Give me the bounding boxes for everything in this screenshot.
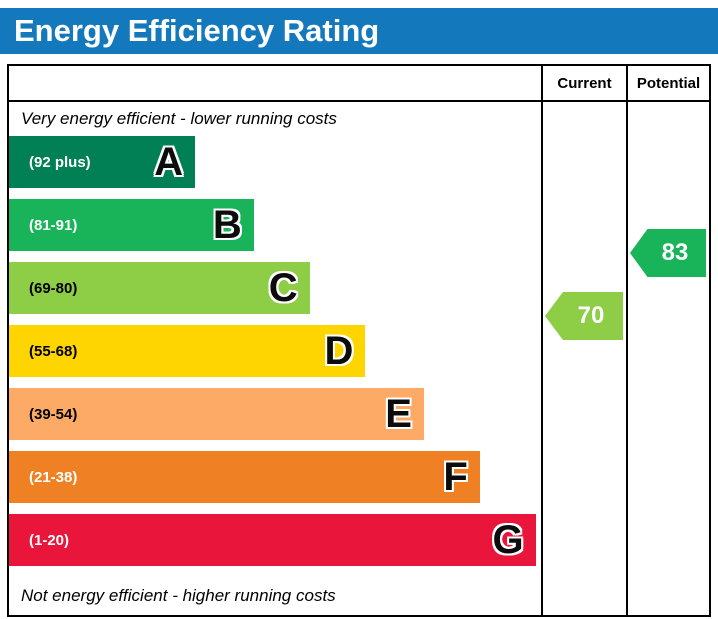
- band-range-label: (55-68): [29, 342, 78, 360]
- band-bar: (55-68) D: [9, 325, 366, 377]
- band-row: (81-91) B: [9, 199, 541, 262]
- band-row: (1-20) G: [9, 514, 541, 577]
- band-bar: (1-20) G: [9, 514, 536, 566]
- potential-header: Potential: [628, 66, 709, 102]
- band-range-label: (92 plus): [29, 153, 91, 171]
- page-title: Energy Efficiency Rating: [14, 13, 380, 48]
- potential-column: Potential 83: [626, 66, 709, 615]
- band-row: (21-38) F: [9, 451, 541, 514]
- band-letter: F: [443, 455, 468, 499]
- band-letter: A: [154, 140, 184, 184]
- bands: (92 plus) A (81-91) B (69-80) C (55-68) …: [9, 136, 541, 577]
- band-range-label: (81-91): [29, 216, 78, 234]
- bottom-note: Not energy efficient - higher running co…: [21, 586, 336, 605]
- current-arrow: 70: [545, 292, 623, 340]
- current-value: 70: [577, 302, 605, 329]
- band-bar: (69-80) C: [9, 262, 310, 314]
- main-header-spacer: [9, 66, 541, 102]
- potential-value: 83: [661, 239, 689, 266]
- title-bar: Energy Efficiency Rating: [0, 8, 718, 54]
- band-range-label: (1-20): [29, 531, 70, 549]
- band-row: (55-68) D: [9, 325, 541, 388]
- band-row: (69-80) C: [9, 262, 541, 325]
- band-bar: (81-91) B: [9, 199, 254, 251]
- band-range-label: (69-80): [29, 279, 78, 297]
- band-range-label: (21-38): [29, 468, 78, 486]
- band-bar: (21-38) F: [9, 451, 480, 503]
- band-bar: (39-54) E: [9, 388, 424, 440]
- energy-rating-chart: Very energy efficient - lower running co…: [7, 64, 711, 617]
- potential-arrow: 83: [630, 229, 706, 277]
- band-range-label: (39-54): [29, 405, 78, 423]
- band-letter: C: [268, 266, 298, 310]
- band-letter: E: [385, 392, 412, 436]
- band-letter: G: [492, 518, 524, 562]
- current-column: Current 70: [541, 66, 626, 615]
- band-letter: D: [324, 329, 354, 373]
- band-row: (92 plus) A: [9, 136, 541, 199]
- chart-grid: Very energy efficient - lower running co…: [9, 66, 709, 615]
- band-bar: (92 plus) A: [9, 136, 196, 188]
- bands-column: Very energy efficient - lower running co…: [9, 66, 541, 615]
- band-row: (39-54) E: [9, 388, 541, 451]
- current-header: Current: [543, 66, 626, 102]
- band-letter: B: [212, 203, 242, 247]
- top-note: Very energy efficient - lower running co…: [21, 109, 337, 128]
